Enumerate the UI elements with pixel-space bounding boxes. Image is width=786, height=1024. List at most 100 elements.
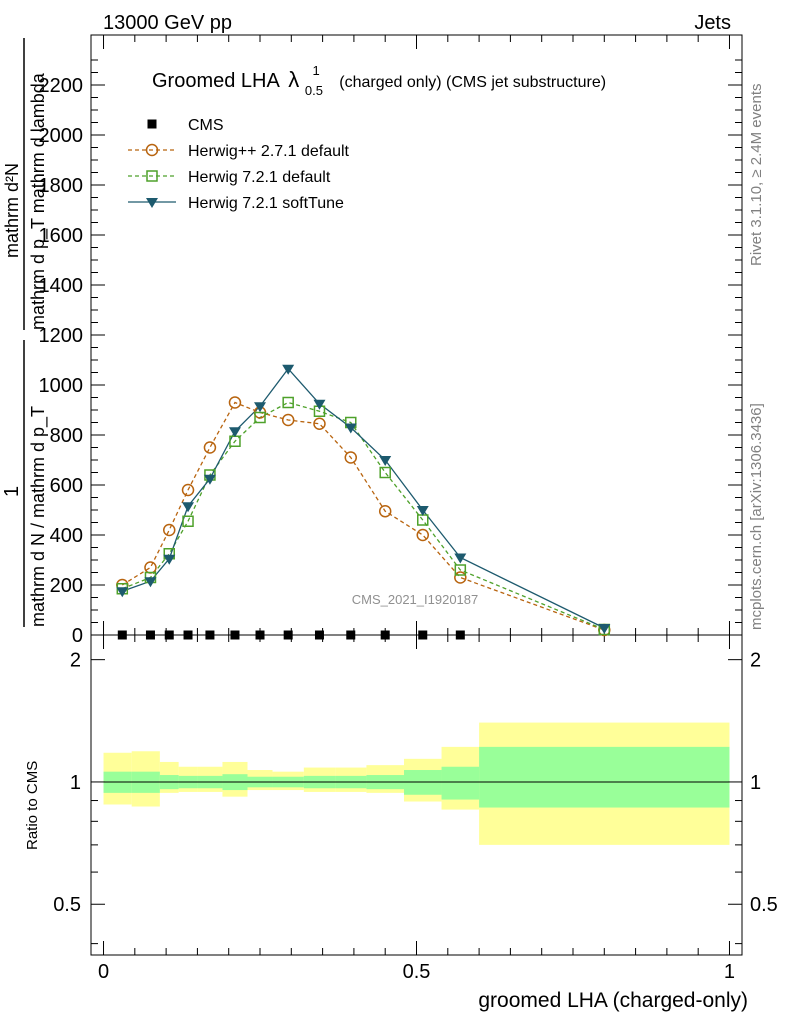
ratio-bands (103, 722, 730, 845)
softtune-marker (203, 474, 216, 485)
ratio-band-inner (441, 766, 480, 800)
legend: CMS Herwig++ 2.7.1 default Herwig 7.2.1 de… (128, 117, 350, 212)
main-y-tick-label: 1800 (39, 175, 84, 197)
main-y-axis-label: 1 mathrm d N / mathrm d p_T mathrm d²N m… (1, 38, 49, 627)
cms-data-marker (283, 630, 293, 640)
main-title-prefix: Groomed LHA (152, 70, 280, 92)
herwigpp-marker (144, 561, 157, 574)
herwigpp-marker (203, 441, 217, 454)
ratio-y-tick-label-right: 0.5 (750, 894, 778, 916)
ratio-band-inner (479, 746, 730, 808)
main-title-lambda: λ (288, 67, 299, 92)
herwig721-marker (254, 411, 266, 424)
legend-label: Herwig++ 2.7.1 default (188, 143, 350, 160)
main-y-tick-label: 0 (72, 625, 83, 647)
herwig721-marker (146, 170, 158, 182)
main-y-tick-label: 200 (50, 575, 83, 597)
cms-data-marker (380, 630, 390, 640)
main-y-tick-label: 1000 (39, 375, 84, 397)
softtune-marker (344, 423, 357, 434)
series-lines (121, 367, 605, 631)
softtune-marker (116, 587, 129, 598)
cms-data-marker (455, 630, 465, 640)
herwigpp-marker (181, 483, 195, 497)
main-title-sup: 1 (313, 63, 320, 78)
x-tick-label: 1 (724, 961, 735, 983)
softtune-marker (146, 198, 158, 208)
herwigpp-marker (454, 571, 467, 584)
herwigpp-marker (145, 143, 159, 157)
herwig721-marker (454, 564, 467, 576)
softtune-marker (228, 427, 241, 438)
x-axis-label: groomed LHA (charged-only) (478, 989, 748, 1012)
cms-data-marker (183, 630, 193, 640)
ratio-y-tick-label: 2 (70, 650, 81, 672)
legend-label: Herwig 7.2.1 default (188, 169, 331, 186)
main-y-tick-label: 2200 (39, 75, 84, 97)
y-label-denom: mathrm d p_T mathrm d lambda (28, 72, 49, 330)
herwigpp-marker (378, 505, 392, 518)
main-y-tick-label: 600 (50, 475, 83, 497)
cms-data-marker (346, 630, 356, 640)
herwigpp-marker (313, 417, 326, 430)
watermark: CMS_2021_I1920187 (352, 592, 479, 607)
ratio-y-tick-label-right: 2 (750, 650, 761, 672)
legend-label: Herwig 7.2.1 softTune (188, 195, 344, 212)
cms-data-marker (117, 630, 127, 640)
mcplots-label: mcplots.cern.ch [arXiv:1306.3436] (748, 403, 765, 630)
main-y-tick-label: 1400 (39, 275, 84, 297)
rivet-label: Rivet 3.1.10, ≥ 2.4M events (748, 84, 765, 267)
main-y-tick-label: 1600 (39, 225, 84, 247)
herwig721-marker (282, 396, 294, 409)
main-y-tick-label: 400 (50, 525, 83, 547)
cms-data-marker (164, 630, 174, 640)
herwig721-marker (182, 515, 194, 527)
legend-label: CMS (188, 117, 224, 134)
header-right: Jets (694, 12, 731, 34)
softtune-marker (144, 577, 157, 588)
series-line (122, 367, 605, 629)
herwigpp-marker (344, 451, 358, 464)
herwigpp-marker (416, 528, 430, 542)
cms-data-marker (230, 630, 240, 640)
cms-data-marker (205, 630, 215, 640)
series-line (121, 401, 605, 631)
header-left: 13000 GeV pp (103, 12, 232, 34)
x-tick-label: 0 (98, 961, 109, 983)
cms-data-marker (147, 119, 157, 129)
ratio-y-label: Ratio to CMS (24, 761, 41, 850)
y-label-prefix: 1 (1, 486, 23, 497)
softtune-marker (163, 554, 176, 565)
softtune-marker (313, 399, 326, 410)
softtune-marker (254, 402, 267, 413)
main-y-tick-label: 800 (50, 425, 83, 447)
herwigpp-marker (228, 396, 242, 409)
y-label-numer: mathrm d²N (2, 163, 22, 258)
softtune-marker (282, 364, 295, 375)
cms-data-marker (255, 630, 265, 640)
ratio-y-tick-label-right: 1 (750, 772, 761, 794)
softtune-marker (416, 506, 429, 516)
softtune-marker (454, 553, 467, 564)
y-label-prefix-denom: mathrm d N / mathrm d p_T (28, 406, 49, 627)
series-markers (116, 364, 611, 640)
softtune-marker (379, 456, 392, 466)
softtune-marker (182, 502, 195, 513)
softtune-marker (598, 624, 611, 634)
cms-data-marker (145, 630, 155, 640)
main-y-tick-label: 2000 (39, 125, 84, 147)
herwigpp-marker (162, 523, 176, 537)
main-title: Groomed LHA λ 0.5 1 (charged only) (CMS … (152, 58, 606, 100)
herwigpp-marker (281, 413, 295, 427)
main-title-sub: 0.5 (305, 83, 323, 98)
cms-data-marker (418, 630, 428, 640)
herwig721-marker (379, 466, 391, 479)
x-tick-label: 0.5 (403, 961, 431, 983)
ratio-y-tick-label: 0.5 (53, 894, 81, 916)
ratio-y-ticks: 0.5 0.5 1 1 2 2 (53, 650, 778, 945)
main-title-suffix: (charged only) (CMS jet substructure) (339, 74, 606, 91)
ratio-y-tick-label: 1 (70, 772, 81, 794)
main-y-ticks: 0 200 400 600 800 1000 1200 1400 1600 1800 2000 220… (39, 59, 742, 647)
cms-data-marker (314, 630, 324, 640)
